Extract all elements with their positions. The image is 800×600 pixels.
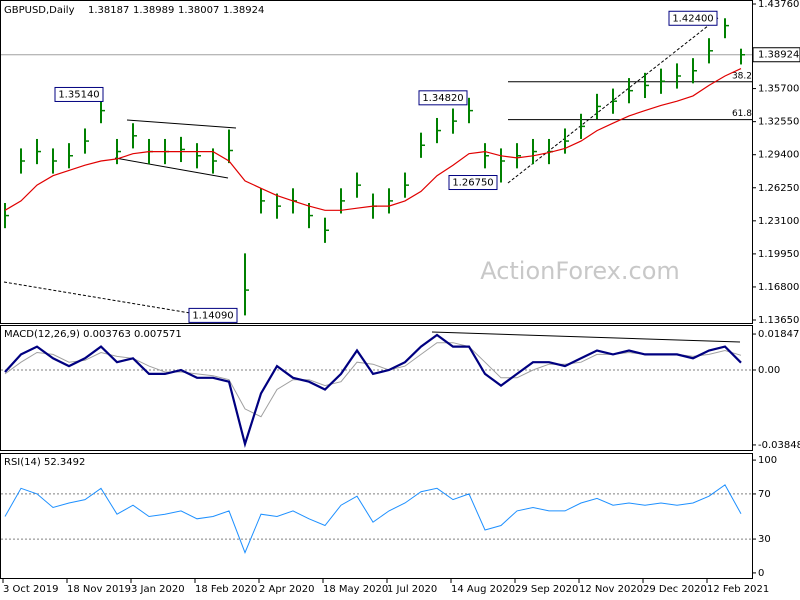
macd-frame	[0, 325, 753, 451]
annotation-label: 1.14090	[192, 310, 233, 321]
x-tick-label: 29 Sep 2020	[515, 584, 578, 595]
macd-trend-line	[431, 331, 741, 343]
rsi-frame	[0, 453, 753, 579]
last-price-label: 1.38924	[758, 50, 799, 61]
x-tick-label: 2 Apr 2020	[259, 584, 314, 595]
moving-average	[4, 68, 742, 211]
x-tick-label: 18 Nov 2019	[67, 584, 131, 595]
y-tick-label: -0.038486	[758, 440, 800, 451]
y-tick-label: 0.00	[758, 365, 780, 376]
annotation-label: 1.42400	[672, 13, 713, 24]
y-tick-label: 1.26250	[758, 183, 799, 194]
watermark: ActionForex.com	[480, 257, 680, 285]
x-tick-label: 14 Aug 2020	[451, 584, 515, 595]
x-tick-label: 12 Feb 2021	[707, 584, 769, 595]
x-tick-label: 3 Oct 2019	[3, 584, 58, 595]
y-tick-label: 70	[758, 489, 771, 500]
trend-line	[3, 281, 191, 314]
x-tick-label: 18 May 2020	[323, 584, 388, 595]
panel-title: MACD(12,26,9) 0.003763 0.007571	[4, 329, 182, 340]
y-tick-label: 1.32550	[758, 117, 799, 128]
annotation-box	[448, 175, 498, 191]
symbol: GBPUSD,Daily	[4, 5, 75, 16]
last-price-box	[752, 47, 800, 63]
annotation-label: 1.34820	[422, 93, 463, 104]
y-tick-label: 0	[758, 568, 764, 579]
annotation-label: 1.26750	[452, 178, 493, 189]
annotation-box	[54, 86, 104, 102]
quote-value: 1.38989	[133, 5, 174, 16]
quote-value: 1.38924	[223, 5, 264, 16]
y-tick-label: 1.35700	[758, 84, 799, 95]
x-tick-label: 1 Jul 2020	[387, 584, 437, 595]
y-tick-label: 30	[758, 534, 771, 545]
annotation-box	[188, 307, 238, 323]
trend-line	[507, 17, 719, 184]
panel-title: RSI(14) 52.3492	[4, 457, 85, 468]
macd-line	[4, 333, 742, 448]
x-tick-label: 12 Nov 2020	[579, 584, 643, 595]
y-tick-label: 0.018471	[758, 329, 800, 340]
rsi-line	[4, 484, 742, 554]
y-tick-label: 1.43760	[758, 0, 799, 10]
x-tick-label: 29 Dec 2020	[643, 584, 707, 595]
quote-value: 1.38007	[178, 5, 219, 16]
quote-value: 1.38187	[88, 5, 129, 16]
annotation-box	[418, 90, 468, 106]
y-tick-label: 1.29400	[758, 150, 799, 161]
y-tick-label: 100	[758, 455, 777, 466]
annotation-label: 1.35140	[58, 89, 99, 100]
annotation-box	[668, 10, 718, 26]
y-tick-label: 1.16800	[758, 282, 799, 293]
y-tick-label: 1.13650	[758, 315, 799, 326]
channel-line	[114, 157, 229, 179]
fib-label: 38.2	[732, 71, 752, 81]
fib-label: 61.8	[732, 109, 752, 119]
x-tick-label: 3 Jan 2020	[131, 584, 185, 595]
y-tick-label: 1.23100	[758, 216, 799, 227]
price-frame	[0, 0, 753, 324]
x-tick-label: 18 Feb 2020	[195, 584, 257, 595]
channel-line	[126, 119, 237, 129]
y-tick-label: 1.19950	[758, 249, 799, 260]
